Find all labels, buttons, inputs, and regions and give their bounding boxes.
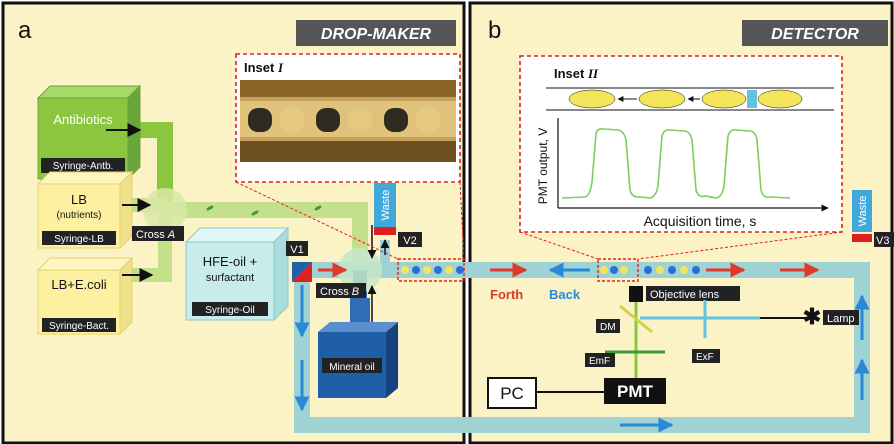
cross-b-label: Cross (320, 286, 349, 298)
objective-lens (629, 286, 643, 302)
waste-v2: Waste V2 (374, 183, 422, 247)
pmt-box (604, 378, 666, 404)
inset-ii-xlabel: Acquisition time, s (644, 213, 757, 229)
cross-a-tag (132, 226, 184, 241)
droplet-train-b (600, 266, 700, 274)
oil-tag: Syringe-Oil (205, 305, 254, 316)
panel-b-letter: b (488, 17, 501, 44)
cross-b-letter: B (352, 286, 359, 298)
pmt-label: PMT (617, 382, 654, 401)
oil-sub: surfactant (206, 272, 254, 284)
syringe-bacteria-tag: Syringe-Bact. (49, 321, 109, 332)
lamp-label: Lamp (827, 313, 855, 325)
cross-a-label: Cross (136, 229, 165, 241)
inset-i-numeral: I (277, 60, 284, 75)
inset-i-source-box (397, 258, 465, 282)
valve-v3-label: V3 (876, 235, 889, 247)
cross-b-tag (316, 283, 366, 298)
inset-ii-connector-left (519, 231, 599, 260)
inset-ii-numeral: II (587, 66, 599, 81)
svg-text:Inset I: Inset I (244, 60, 284, 75)
syringe-lb-tag: Syringe-LB (54, 234, 104, 245)
waste-v3-label: Waste (857, 196, 869, 227)
pmt-signal-trace (561, 128, 791, 199)
panel-b-title: DETECTOR (771, 26, 859, 43)
droplet-train-a (401, 266, 464, 274)
inset-ii-ylabel: PMT output, V (536, 128, 550, 204)
objective-label: Objective lens (650, 289, 720, 301)
waste-v2-label: Waste (380, 190, 392, 221)
inset-ii-label: Inset (554, 66, 585, 81)
oil-label: HFE-oil + (203, 254, 258, 269)
syringe-antibiotics: Antibiotics Syringe-Antb. (36, 84, 142, 181)
valve-v2-label: V2 (403, 235, 416, 247)
lamp-star-icon: ✱ (803, 304, 821, 329)
syringe-bacteria: LB+E.coli Syringe-Bact. (36, 256, 134, 336)
syringe-antibiotics-label: Antibiotics (53, 112, 113, 127)
panel-a-title: DROP-MAKER (321, 26, 432, 43)
valve-v1-label: V1 (290, 244, 303, 256)
syringe-lb-sub: (nutrients) (56, 210, 101, 221)
syringe-lb: LB (nutrients) Syringe-LB (36, 170, 134, 250)
inset-ii: Inset II PMT output, V Acquisition time,… (519, 55, 843, 233)
valve-v1[interactable]: V1 (286, 241, 312, 282)
dm-label: DM (600, 322, 616, 333)
mineral-oil-label: Mineral oil (329, 362, 375, 373)
syringe-bacteria-label: LB+E.coli (51, 277, 106, 292)
dichroic-mirror (619, 304, 653, 334)
waste-v3: Waste V3 (852, 190, 894, 247)
exf-label: ExF (696, 352, 714, 363)
syringe-antibiotics-tag: Syringe-Antb. (53, 161, 114, 172)
inset-ii-connector-right (637, 231, 843, 260)
cross-a-letter: A (167, 229, 175, 241)
cross-a-junction (143, 188, 187, 232)
panel-a-title-tab (296, 20, 456, 46)
forth-label: Forth (490, 287, 523, 302)
panel-a-letter: a (18, 17, 32, 44)
pc-box (487, 377, 537, 409)
panel-b-title-tab (742, 20, 888, 46)
cross-b-junction (338, 248, 382, 292)
svg-text:Cross B: Cross B (320, 286, 359, 298)
mineral-oil-container: Mineral oil (318, 298, 398, 398)
return-tube (294, 270, 870, 433)
inset-ii-source-box (597, 258, 639, 282)
back-label: Back (549, 287, 581, 302)
inset-i-label: Inset (244, 60, 275, 75)
svg-text:Inset II: Inset II (554, 66, 599, 81)
syringe-oil: HFE-oil + surfactant Syringe-Oil (184, 226, 290, 322)
inset-i-connector-right (459, 181, 465, 260)
inset-i: Inset I (235, 53, 461, 183)
optics: Objective lens ✱ Lamp DM EmF ExF PMT PC (487, 286, 859, 409)
pc-label: PC (500, 384, 524, 403)
antibiotics-tube (140, 122, 173, 205)
syringe-lb-label: LB (71, 192, 87, 207)
svg-text:Cross A: Cross A (136, 229, 175, 241)
emf-label: EmF (589, 356, 610, 367)
